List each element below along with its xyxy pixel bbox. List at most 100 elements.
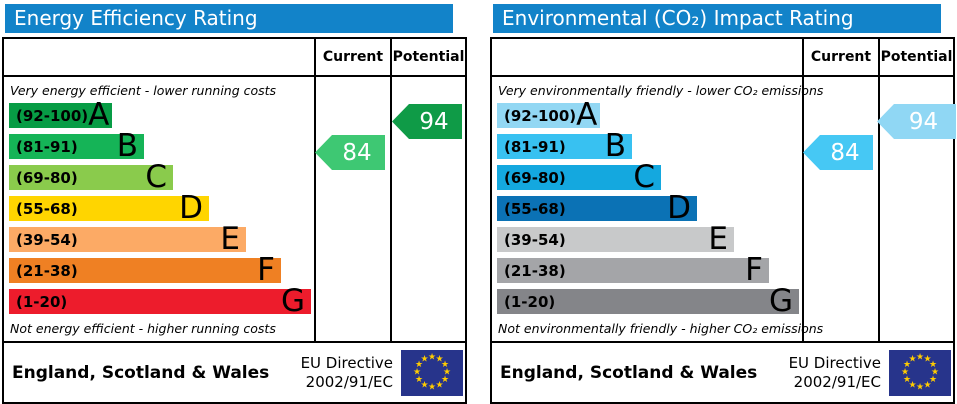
band-row-f: (21-38) F xyxy=(497,252,769,288)
potential-rating-value: 94 xyxy=(419,108,449,135)
environmental-rating-table: Current Potential Very environmentally f… xyxy=(490,37,956,404)
eu-directive-label: EU Directive 2002/91/EC xyxy=(789,354,881,392)
top-note: Very energy efficient - lower running co… xyxy=(10,82,277,98)
band-letter: B xyxy=(604,128,626,164)
band-row-c: (69-80) C xyxy=(9,159,173,195)
eu-star-icon: ★ xyxy=(902,374,912,385)
current-rating-arrow: 84 xyxy=(803,135,873,170)
band-row-a: (92-100) A xyxy=(9,97,112,133)
column-divider xyxy=(390,39,392,343)
environmental-impact-panel: Environmental (CO₂) Impact Rating Curren… xyxy=(490,0,956,404)
eu-star-icon: ★ xyxy=(902,359,912,370)
band-range-label: (1-20) xyxy=(504,292,556,311)
eu-directive-line2: 2002/91/EC xyxy=(793,372,881,391)
current-column-header: Current xyxy=(810,49,872,65)
band-letter: A xyxy=(88,97,110,133)
band-letter: B xyxy=(116,128,138,164)
band-letter: E xyxy=(708,221,728,257)
eu-flag-icon: ★ ★ ★ ★ ★ ★ ★ ★ ★ ★ ★ ★ xyxy=(401,349,463,396)
band-row-g: (1-20) G xyxy=(9,283,311,319)
band-range-label: (92-100) xyxy=(16,106,89,125)
band-letter: G xyxy=(768,283,793,319)
band-letter: D xyxy=(179,190,203,226)
band-letter: F xyxy=(257,252,275,288)
current-column-header: Current xyxy=(322,49,384,65)
band-letter: A xyxy=(576,97,598,133)
eu-directive-label: EU Directive 2002/91/EC xyxy=(301,354,393,392)
band-letter: F xyxy=(745,252,763,288)
bands-area: Very environmentally friendly - lower CO… xyxy=(492,77,956,341)
band-range-label: (92-100) xyxy=(504,106,577,125)
eu-star-icon: ★ xyxy=(412,367,422,377)
eu-star-icon: ★ xyxy=(442,367,452,377)
eu-star-icon: ★ xyxy=(435,379,444,390)
potential-rating-value: 94 xyxy=(908,108,939,135)
eu-directive-line2: 2002/91/EC xyxy=(305,372,393,391)
eu-star-icon: ★ xyxy=(923,379,932,390)
eu-flag-icon: ★ ★ ★ ★ ★ ★ ★ ★ ★ ★ ★ ★ xyxy=(889,349,951,396)
band-letter: E xyxy=(220,221,240,257)
environmental-panel-title: Environmental (CO₂) Impact Rating xyxy=(493,4,941,33)
eu-star-icon: ★ xyxy=(930,367,940,377)
eu-star-icon: ★ xyxy=(420,379,429,390)
eu-star-icon: ★ xyxy=(915,352,925,362)
band-row-d: (55-68) D xyxy=(9,190,209,226)
eu-star-icon: ★ xyxy=(928,359,938,370)
column-header-row: Current Potential xyxy=(492,39,953,77)
energy-efficiency-panel: Energy Efficiency Rating Current Potenti… xyxy=(2,0,467,404)
eu-star-icon: ★ xyxy=(414,359,424,370)
eu-star-icon: ★ xyxy=(900,367,910,377)
eu-directive-line1: EU Directive xyxy=(300,353,393,372)
band-row-b: (81-91) B xyxy=(9,128,144,164)
potential-rating-arrow: 94 xyxy=(877,104,956,139)
potential-rating-arrow: 94 xyxy=(392,104,462,139)
eu-star-icon: ★ xyxy=(928,374,938,385)
bottom-note: Not environmentally friendly - higher CO… xyxy=(498,321,824,336)
band-range-label: (21-38) xyxy=(16,261,78,280)
band-range-label: (81-91) xyxy=(504,137,566,156)
energy-rating-table: Current Potential Very energy efficient … xyxy=(2,37,467,404)
band-letter: D xyxy=(667,190,691,226)
column-divider xyxy=(878,39,880,343)
current-rating-value: 84 xyxy=(830,139,860,166)
eu-star-icon: ★ xyxy=(908,354,917,365)
band-range-label: (39-54) xyxy=(16,230,78,249)
eu-star-icon: ★ xyxy=(414,374,424,385)
band-row-e: (39-54) E xyxy=(497,221,734,257)
potential-column-header: Potential xyxy=(392,49,465,65)
bands-area: Very energy efficient - lower running co… xyxy=(4,77,465,341)
band-letter: C xyxy=(145,159,167,195)
eu-star-icon: ★ xyxy=(908,379,917,390)
eu-star-icon: ★ xyxy=(440,374,450,385)
eu-star-icon: ★ xyxy=(923,354,932,365)
band-letter: C xyxy=(633,159,655,195)
band-row-c: (69-80) C xyxy=(497,159,661,195)
eu-star-icon: ★ xyxy=(427,352,437,362)
band-row-d: (55-68) D xyxy=(497,190,697,226)
eu-star-icon: ★ xyxy=(420,354,429,365)
band-letter: G xyxy=(280,283,305,319)
column-divider xyxy=(802,39,804,343)
eu-star-icon: ★ xyxy=(915,382,925,392)
potential-column-header: Potential xyxy=(880,49,953,65)
band-row-f: (21-38) F xyxy=(9,252,281,288)
eu-directive-line1: EU Directive xyxy=(788,353,881,372)
column-divider xyxy=(314,39,316,343)
bottom-note: Not energy efficient - higher running co… xyxy=(10,321,276,336)
energy-panel-title: Energy Efficiency Rating xyxy=(5,4,453,33)
band-range-label: (69-80) xyxy=(504,168,566,187)
eu-star-icon: ★ xyxy=(440,359,450,370)
band-row-a: (92-100) A xyxy=(497,97,600,133)
band-range-label: (39-54) xyxy=(504,230,566,249)
band-range-label: (55-68) xyxy=(504,199,566,218)
region-label: England, Scotland & Wales xyxy=(500,362,758,383)
current-rating-arrow: 84 xyxy=(315,135,385,170)
current-rating-value: 84 xyxy=(342,139,372,166)
band-range-label: (55-68) xyxy=(16,199,78,218)
eu-star-icon: ★ xyxy=(435,354,444,365)
band-row-g: (1-20) G xyxy=(497,283,799,319)
band-row-b: (81-91) B xyxy=(497,128,632,164)
column-header-row: Current Potential xyxy=(4,39,465,77)
band-row-e: (39-54) E xyxy=(9,221,246,257)
